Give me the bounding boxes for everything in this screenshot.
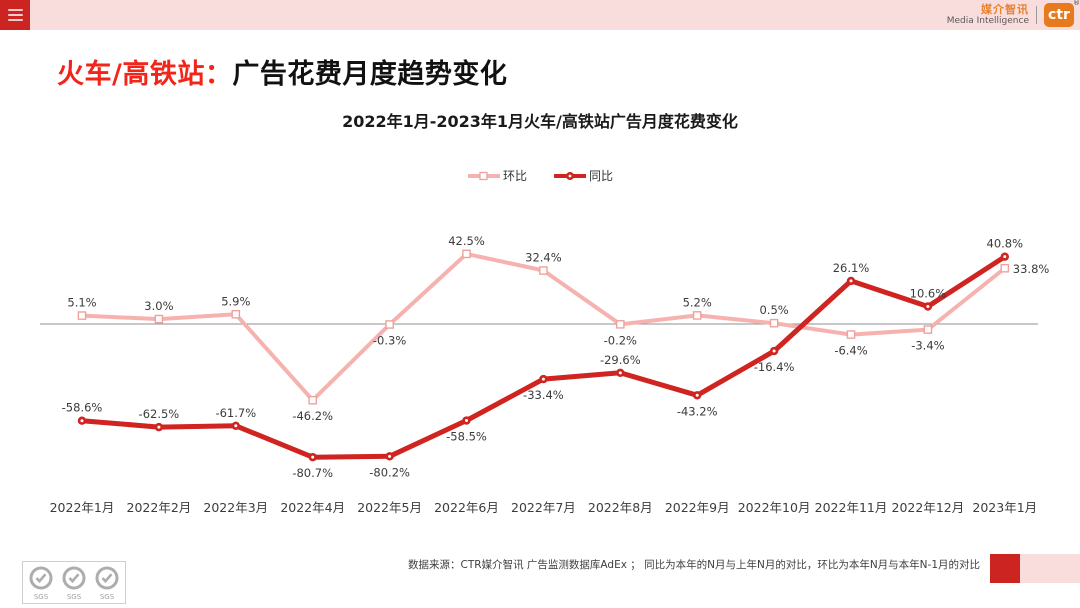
value-label-环比: 5.9% (221, 294, 250, 308)
value-label-同比: -29.6% (600, 353, 641, 367)
value-label-环比: -46.2% (292, 409, 333, 423)
chart-legend: 环比 同比 (0, 167, 1080, 184)
menu-button[interactable] (0, 0, 30, 30)
data-point-center (388, 454, 392, 458)
data-point-center (772, 349, 776, 353)
page-title-highlight: 火车/高铁站： (57, 59, 233, 90)
x-axis-label: 2022年8月 (588, 500, 653, 515)
legend-item-huanbi: 环比 (467, 167, 527, 184)
ctr-logo-box: ctr (1044, 3, 1074, 27)
x-axis-label: 2022年1月 (50, 500, 115, 515)
data-point-center (465, 419, 468, 423)
value-label-环比: -6.4% (834, 344, 867, 358)
data-point-环比 (846, 330, 856, 339)
value-label-环比: 5.1% (67, 296, 96, 310)
value-label-同比: -80.7% (292, 466, 333, 480)
x-axis-label: 2022年9月 (665, 500, 730, 515)
x-axis-label: 2022年4月 (280, 500, 345, 515)
value-label-环比: 42.5% (448, 234, 485, 248)
value-label-同比: -80.2% (369, 465, 410, 479)
legend-label-huanbi: 环比 (502, 169, 527, 183)
tongbi-line-swatch-icon (554, 171, 586, 180)
value-label-环比: 32.4% (525, 251, 562, 265)
value-label-环比: 0.5% (759, 303, 788, 317)
data-point-环比 (462, 249, 471, 259)
brand-logo: 媒介智讯 Media Intelligence ctr ® (946, 0, 1080, 30)
data-point-center (234, 424, 238, 428)
data-source-note: 数据来源：CTR媒介智讯 广告监测数据库AdEx ； 同比为本年的N月与上年N月… (408, 559, 980, 571)
value-label-同比: -61.7% (215, 406, 256, 420)
value-label-同比: 10.6% (910, 287, 947, 301)
sgs-badge-icon: SGS (62, 566, 86, 601)
value-label-环比: -3.4% (911, 339, 944, 353)
data-point-center (1003, 255, 1007, 259)
value-label-同比: -58.6% (62, 401, 103, 415)
data-point-环比 (385, 320, 394, 329)
corner-pink-bar (1020, 554, 1080, 583)
sgs-label: SGS (34, 593, 49, 601)
value-label-环比: -0.2% (604, 333, 637, 347)
ctr-logo: ctr ® (1044, 0, 1080, 27)
value-label-同比: -62.5% (139, 407, 180, 421)
data-point-环比 (769, 318, 779, 328)
x-axis-label: 2022年3月 (203, 500, 268, 515)
brand-divider (1036, 6, 1037, 24)
x-axis-label: 2022年6月 (434, 500, 499, 515)
value-label-环比: -0.3% (373, 333, 406, 347)
data-point-center (541, 377, 545, 381)
sgs-badge-icon: SGS (95, 566, 119, 601)
x-axis-label: 2022年7月 (511, 500, 576, 515)
x-axis-label: 2022年2月 (127, 500, 192, 515)
registered-trademark-mark: ® (1073, 0, 1080, 7)
sgs-badge-icon: SGS (29, 566, 53, 601)
data-point-center (926, 305, 930, 309)
value-label-环比: 33.8% (1013, 262, 1050, 276)
chart-title: 2022年1月-2023年1月火车/高铁站广告月度花费变化 (342, 112, 738, 131)
x-axis-label: 2022年10月 (738, 500, 811, 515)
x-axis-label: 2022年12月 (892, 500, 965, 515)
x-axis-label: 2023年1月 (972, 500, 1037, 515)
sgs-label: SGS (67, 593, 82, 601)
huanbi-line-swatch-icon (467, 171, 500, 180)
data-point-环比 (539, 266, 548, 275)
x-axis-label: 2022年5月 (357, 500, 422, 515)
page-title-rest: 广告花费月度趋势变化 (232, 59, 508, 90)
value-label-同比: -43.2% (677, 404, 718, 418)
data-point-center (849, 279, 853, 283)
value-label-同比: -33.4% (523, 388, 564, 402)
data-point-center (157, 425, 161, 429)
page-title: 火车/高铁站：广告花费月度趋势变化 (57, 52, 507, 91)
data-point-center (80, 419, 84, 423)
value-label-同比: -16.4% (754, 360, 795, 374)
value-label-环比: 3.0% (144, 299, 173, 313)
legend-label-tongbi: 同比 (589, 169, 614, 183)
data-point-center (311, 455, 315, 459)
sgs-label: SGS (100, 593, 115, 601)
x-axis-label: 2022年11月 (815, 500, 888, 515)
data-point-环比 (154, 314, 164, 324)
sgs-certification-logos: SGS SGS SGS (22, 561, 126, 604)
data-point-center (618, 371, 622, 375)
brand-name-cn: 媒介智讯 (981, 2, 1029, 16)
data-point-环比 (1000, 263, 1010, 273)
data-point-环比 (923, 325, 933, 334)
value-label-环比: 5.2% (683, 295, 712, 309)
data-point-环比 (231, 309, 241, 319)
top-bar (0, 0, 1080, 30)
corner-red-square (990, 554, 1020, 583)
data-point-环比 (308, 395, 318, 405)
data-point-环比 (692, 311, 702, 320)
data-point-环比 (77, 311, 87, 320)
value-label-同比: 26.1% (833, 261, 870, 275)
brand-name-en: Media Intelligence (946, 16, 1029, 27)
value-label-同比: 40.8% (987, 237, 1024, 251)
data-point-center (695, 393, 699, 397)
data-point-环比 (616, 320, 625, 329)
legend-item-tongbi: 同比 (553, 167, 613, 184)
value-label-同比: -58.5% (446, 430, 487, 444)
brand-text: 媒介智讯 Media Intelligence (946, 2, 1029, 27)
